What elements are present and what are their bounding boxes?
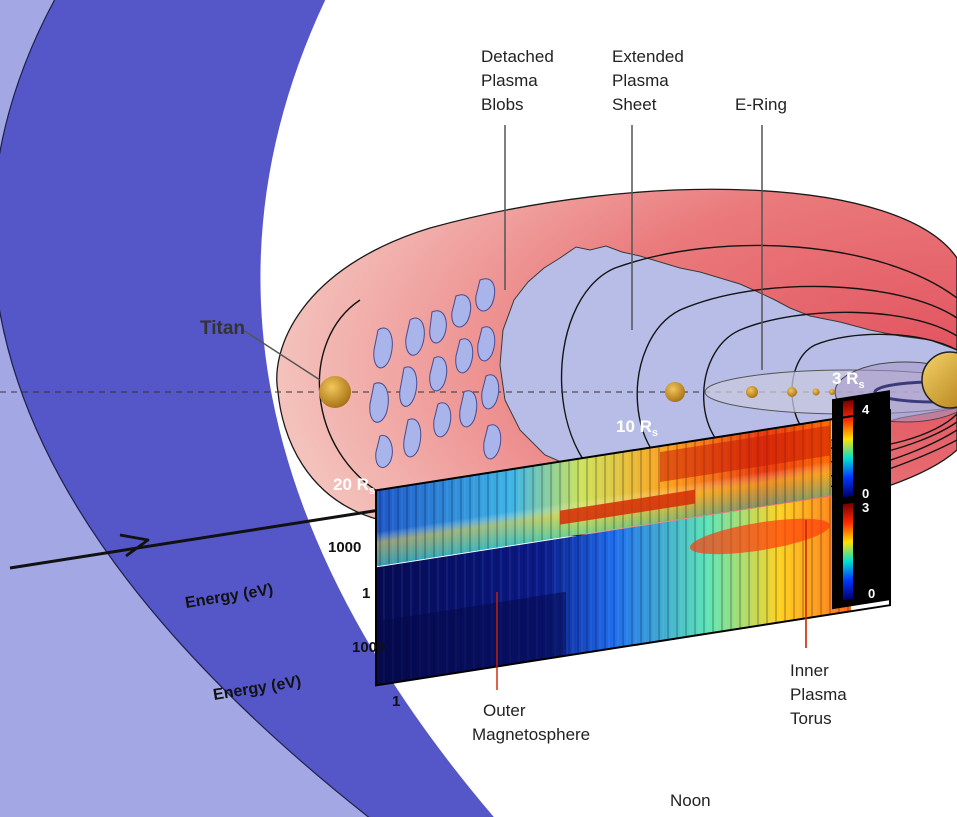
ion-spectrogram-panel: [376, 493, 851, 686]
extended-sheet-label-line3: Sheet: [612, 95, 657, 114]
distance-20rs-label: 20 Rs: [333, 475, 375, 497]
colorbar2-tick-max: 3: [862, 500, 869, 515]
outer-magnetosphere-label-line2: Magnetosphere: [472, 725, 590, 744]
detached-blobs-label-line2: Plasma: [481, 71, 538, 90]
colorbar1-tick-min: 0: [862, 486, 869, 501]
electron-spectrogram-panel: [376, 419, 831, 567]
inner-torus-label-line3: Torus: [790, 709, 832, 728]
colorbar1-tick-max: 4: [862, 402, 870, 417]
colorbar-panel-background: [832, 390, 890, 610]
magnetopause-boundary-line: [0, 0, 370, 817]
detached-blobs-label-line1: Detached: [481, 47, 554, 66]
colorbar2-tick-min: 0: [868, 586, 875, 601]
detached-blobs-label-line3: Blobs: [481, 95, 524, 114]
inner-torus-label-line1: Inner: [790, 661, 829, 680]
spectrogram-frame: [375, 409, 891, 687]
panel1-tick-1000: 1000: [328, 539, 361, 556]
noon-label: Noon: [670, 791, 711, 810]
panel2-tick-1000: 1000: [352, 639, 385, 656]
saturn-planet: [921, 351, 957, 409]
label-pointer-lines: [242, 125, 763, 381]
enceladus-moon: [812, 388, 820, 396]
outer-magnetosphere-label-line1: Outer: [483, 701, 526, 720]
tethys-moon: [787, 387, 797, 397]
trajectory-line: [9, 508, 381, 570]
dione-moon: [746, 386, 758, 398]
extended-sheet-label-line1: Extended: [612, 47, 684, 66]
panel2-tick-1: 1: [392, 693, 400, 710]
ion-colorbar: [843, 502, 853, 601]
distance-3rs-label: 3 Rs: [832, 369, 865, 391]
extended-sheet-label-line2: Plasma: [612, 71, 669, 90]
trajectory-arrowhead-icon: [119, 533, 150, 558]
distance-10rs-label: 10 Rs: [616, 417, 658, 439]
titan-label: Titan: [200, 318, 245, 339]
panel1-tick-1: 1: [362, 585, 370, 602]
e-ring-label: E-Ring: [735, 95, 787, 114]
spectrogram-group: [375, 390, 891, 687]
inner-torus-label-line2: Plasma: [790, 685, 847, 704]
detached-plasma-blobs: [369, 278, 502, 468]
mimas-moon: [829, 389, 835, 395]
titan-moon: [319, 376, 351, 408]
rhea-moon: [665, 382, 685, 402]
electron-colorbar: [843, 399, 853, 498]
